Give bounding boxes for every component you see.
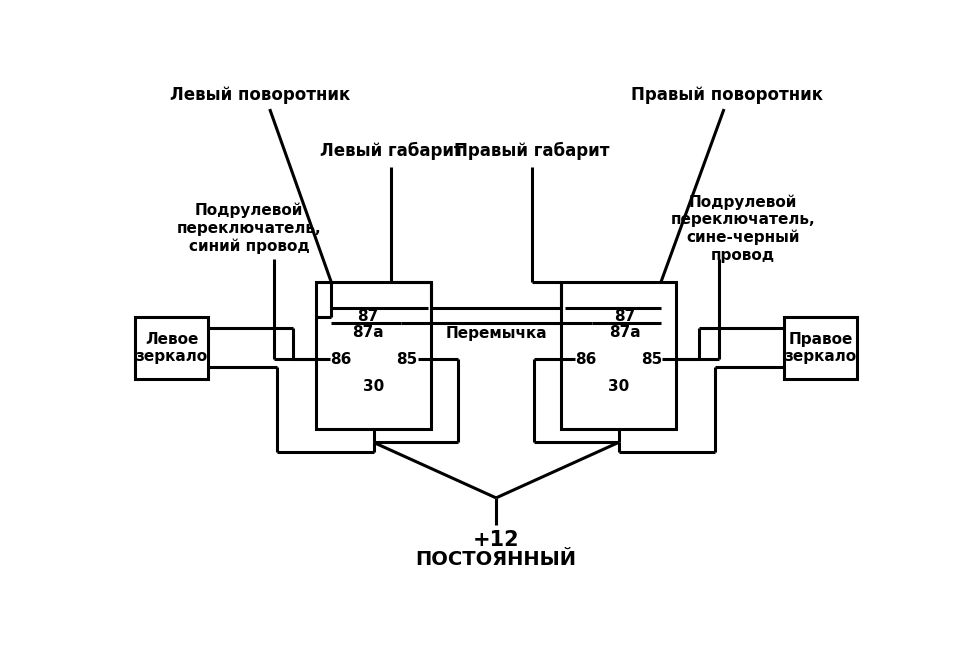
Text: Левый габарит: Левый габарит	[319, 142, 464, 160]
Text: ПОСТОЯННЫЙ: ПОСТОЯННЫЙ	[415, 550, 577, 569]
Bar	[316, 282, 432, 428]
Text: Подрулевой
переключатель,
синий провод: Подрулевой переключатель, синий провод	[176, 203, 321, 254]
Bar	[784, 317, 858, 379]
Text: 85: 85	[396, 352, 417, 367]
Text: Левый поворотник: Левый поворотник	[169, 86, 349, 104]
Text: 87а: 87а	[351, 325, 383, 340]
Bar	[560, 282, 677, 428]
Text: Правое
зеркало: Правое зеркало	[785, 331, 857, 364]
Text: Подрулевой
переключатель,
сине-черный
провод: Подрулевой переключатель, сине-черный пр…	[671, 194, 816, 263]
Text: Правый габарит: Правый габарит	[454, 142, 609, 160]
Text: Левое
зеркало: Левое зеркало	[136, 331, 207, 364]
Text: 87а: 87а	[609, 325, 641, 340]
Text: Правый поворотник: Правый поворотник	[630, 86, 823, 104]
Text: 86: 86	[575, 352, 596, 367]
Text: 87: 87	[614, 310, 635, 325]
Text: +12: +12	[472, 530, 520, 550]
Text: 30: 30	[608, 379, 629, 394]
Text: 30: 30	[363, 379, 384, 394]
Text: Перемычка: Перемычка	[445, 327, 547, 342]
Text: 86: 86	[330, 352, 351, 367]
Text: 85: 85	[641, 352, 662, 367]
Bar	[135, 317, 208, 379]
Text: 87: 87	[357, 310, 378, 325]
